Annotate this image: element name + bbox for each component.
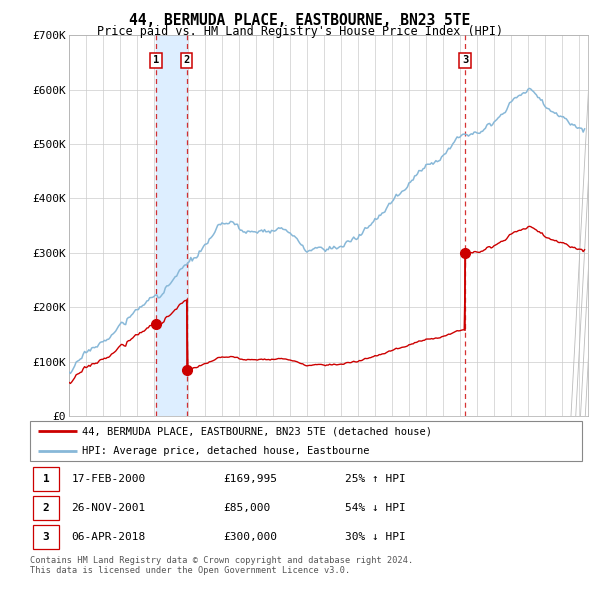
FancyBboxPatch shape bbox=[33, 496, 59, 520]
Text: £169,995: £169,995 bbox=[223, 474, 277, 484]
Text: 44, BERMUDA PLACE, EASTBOURNE, BN23 5TE (detached house): 44, BERMUDA PLACE, EASTBOURNE, BN23 5TE … bbox=[82, 427, 433, 436]
Text: £300,000: £300,000 bbox=[223, 532, 277, 542]
FancyBboxPatch shape bbox=[33, 525, 59, 549]
Bar bbox=[156, 35, 187, 416]
Text: 06-APR-2018: 06-APR-2018 bbox=[71, 532, 146, 542]
Text: Price paid vs. HM Land Registry's House Price Index (HPI): Price paid vs. HM Land Registry's House … bbox=[97, 25, 503, 38]
Text: Contains HM Land Registry data © Crown copyright and database right 2024.
This d: Contains HM Land Registry data © Crown c… bbox=[30, 556, 413, 575]
FancyBboxPatch shape bbox=[33, 467, 59, 491]
Text: 1: 1 bbox=[43, 474, 49, 484]
Text: 2: 2 bbox=[43, 503, 49, 513]
Text: HPI: Average price, detached house, Eastbourne: HPI: Average price, detached house, East… bbox=[82, 447, 370, 456]
Text: £85,000: £85,000 bbox=[223, 503, 271, 513]
Text: 17-FEB-2000: 17-FEB-2000 bbox=[71, 474, 146, 484]
Text: 26-NOV-2001: 26-NOV-2001 bbox=[71, 503, 146, 513]
Text: 1: 1 bbox=[153, 55, 159, 65]
Text: 30% ↓ HPI: 30% ↓ HPI bbox=[344, 532, 406, 542]
Text: 44, BERMUDA PLACE, EASTBOURNE, BN23 5TE: 44, BERMUDA PLACE, EASTBOURNE, BN23 5TE bbox=[130, 13, 470, 28]
Text: 3: 3 bbox=[43, 532, 49, 542]
Text: 3: 3 bbox=[462, 55, 468, 65]
Text: 2: 2 bbox=[184, 55, 190, 65]
Text: 25% ↑ HPI: 25% ↑ HPI bbox=[344, 474, 406, 484]
FancyBboxPatch shape bbox=[30, 421, 582, 461]
Text: 54% ↓ HPI: 54% ↓ HPI bbox=[344, 503, 406, 513]
